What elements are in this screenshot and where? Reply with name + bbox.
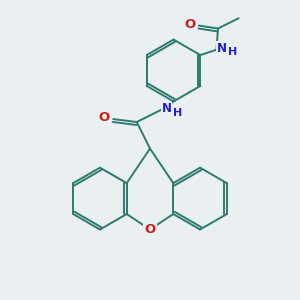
Text: N: N [217,42,227,55]
Text: H: H [173,108,182,118]
Text: O: O [144,223,156,236]
Text: H: H [228,47,238,57]
Text: O: O [98,111,110,124]
Text: N: N [162,102,172,115]
Text: O: O [185,18,196,31]
